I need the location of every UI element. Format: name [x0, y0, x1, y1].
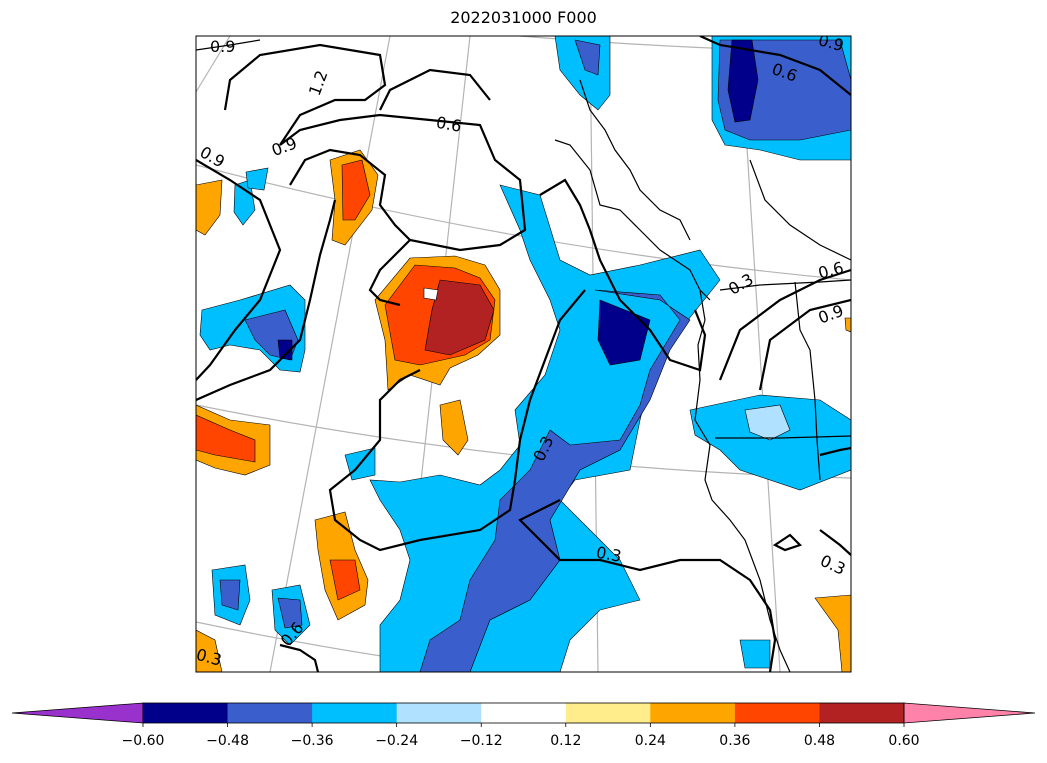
colorbar-segment	[819, 703, 905, 723]
map-frame	[195, 35, 852, 673]
map-content: 0.9 1.2 0.9 0.6 0.9 0.6 0.9 0.3 0.6 0.9 …	[196, 30, 851, 672]
colorbar-tick-label: 0.36	[719, 733, 750, 749]
colorbar-segment	[650, 703, 736, 723]
colorbar-tick-label: −0.12	[460, 733, 503, 749]
contour-label: 0.9	[210, 37, 235, 56]
colorbar-extend-low	[11, 702, 144, 724]
colorbar-segment	[734, 703, 820, 723]
colorbar-segment	[396, 703, 482, 723]
colorbar-tick-label: 0.12	[550, 733, 581, 749]
colorbar-segment	[227, 703, 313, 723]
colorbar-segment	[481, 703, 567, 723]
contour-lines	[196, 36, 851, 672]
filled-anomalies	[196, 36, 851, 672]
colorbar-segment	[312, 703, 398, 723]
contour-label: 0.3	[595, 543, 623, 566]
colorbar-segment	[143, 703, 229, 723]
colorbar-outline	[142, 702, 905, 724]
colorbar-tick-label: −0.48	[206, 733, 249, 749]
colorbar: −0.60 −0.48 −0.36 −0.24 −0.12 0.12 0.24 0.36 0.4…	[11, 702, 1036, 749]
contour-label: 0.6	[435, 113, 463, 136]
colorbar-segment	[565, 703, 651, 723]
colorbar-tick-label: −0.60	[122, 733, 165, 749]
colorbar-tick-label: 0.60	[888, 733, 919, 749]
colorbar-tick-label: 0.48	[804, 733, 835, 749]
colorbar-tick-label: 0.24	[635, 733, 666, 749]
colorbar-extend-high	[903, 702, 1036, 724]
contour-label: 0.9	[816, 30, 846, 55]
coastline-borders	[196, 39, 851, 672]
colorbar-tick-label: −0.24	[375, 733, 418, 749]
colorbar-tick-label: −0.36	[291, 733, 334, 749]
chart-title: 2022031000 F000	[450, 8, 597, 27]
